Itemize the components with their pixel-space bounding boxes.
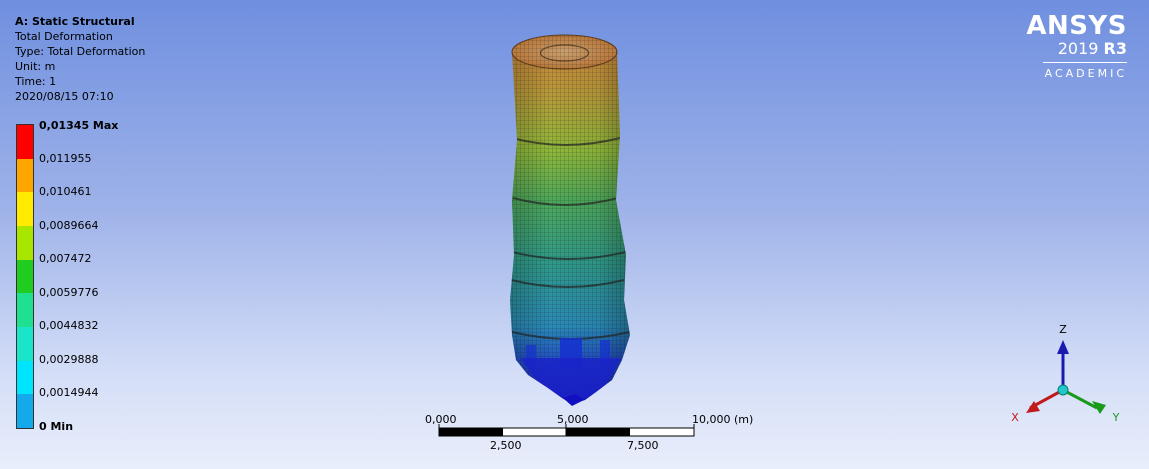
result-name: Total Deformation: [15, 30, 113, 43]
legend-band: [17, 394, 33, 428]
logo-version-release: R3: [1103, 39, 1127, 58]
legend-label: 0,010461: [39, 185, 92, 198]
logo-version: 2019 R3: [1026, 40, 1127, 58]
ansys-logo: ANSYS 2019 R3 ACADEMIC: [1026, 12, 1127, 80]
legend-label: 0,011955: [39, 152, 92, 165]
x-axis-arrow: [1026, 388, 1064, 413]
logo-divider: [1043, 62, 1127, 63]
scale-label: 0,000: [425, 413, 457, 426]
y-axis-arrow: [1062, 388, 1106, 414]
logo-edition: ACADEMIC: [1044, 67, 1127, 80]
legend-band: [17, 293, 33, 327]
legend-label: 0,0044832: [39, 319, 99, 332]
result-time: Time: 1: [15, 75, 57, 88]
logo-brand: ANSYS: [1026, 11, 1127, 41]
legend-label: 0,007472: [39, 252, 92, 265]
legend-label: 0,0059776: [39, 286, 99, 299]
legend-label: 0,0089664: [39, 219, 99, 232]
legend-band: [17, 360, 33, 395]
legend-band: [17, 326, 33, 361]
result-unit: Unit: m: [15, 60, 56, 73]
logo-version-year: 2019: [1057, 39, 1099, 58]
z-axis-label: Z: [1059, 323, 1067, 336]
legend-band: [17, 225, 33, 260]
legend-band: [17, 125, 33, 159]
legend-min-label: 0 Min: [39, 420, 74, 433]
x-axis-label: X: [1011, 411, 1019, 424]
triad-origin: [1057, 384, 1069, 396]
scale-label: 7,500: [627, 439, 659, 452]
z-axis-arrow: [1057, 340, 1069, 390]
scale-label: 5,000: [557, 413, 589, 426]
color-legend[interactable]: [16, 124, 34, 429]
legend-band: [17, 192, 33, 226]
legend-label: 0,0014944: [39, 386, 99, 399]
y-axis-label: Y: [1112, 411, 1120, 424]
silo-body: [510, 34, 630, 406]
legend-label: 0,0029888: [39, 353, 99, 366]
analysis-title: A: Static Structural: [15, 15, 135, 28]
legend-max-label: 0,01345 Max: [39, 119, 119, 132]
scale-label: 2,500: [490, 439, 522, 452]
result-info: A: Static Structural Total Deformation T…: [15, 14, 145, 104]
legend-band: [17, 259, 33, 294]
result-date: 2020/08/15 07:10: [15, 90, 114, 103]
legend-band: [17, 158, 33, 193]
scale-label: 10,000 (m): [692, 413, 754, 426]
result-type: Type: Total Deformation: [15, 45, 146, 58]
